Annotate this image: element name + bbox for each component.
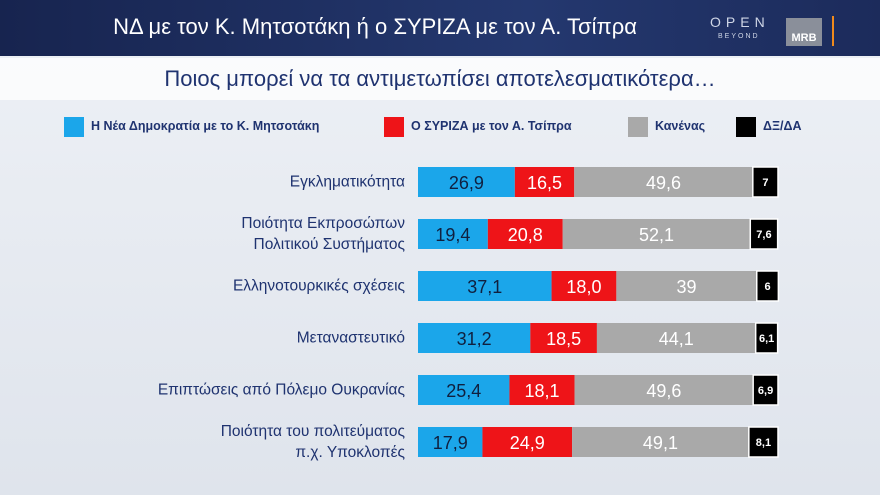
bar-segment [572,427,749,457]
value-label: 19,4 [435,225,470,245]
legend-swatch [64,117,84,137]
legend-label: Η Νέα Δημοκρατία με το Κ. Μητσοτάκη [91,119,320,133]
channel-tagline: BEYOND [718,33,760,40]
legend-label: Ο ΣΥΡΙΖΑ με τον Α. Τσίπρα [411,119,572,133]
bar-segment [596,323,756,353]
value-label: 8,1 [756,437,771,449]
value-label: 52,1 [639,225,674,245]
bar-segment [418,427,483,457]
bar-segment [551,271,617,301]
subtitle-band [0,58,880,100]
legend-label: ΔΞ/ΔΑ [763,119,802,133]
bar-segment [514,167,575,197]
value-label: 6 [764,281,770,293]
legend-label: Κανένας [655,119,706,133]
value-label: 20,8 [508,225,543,245]
value-label: 44,1 [659,329,694,349]
legend-swatch [628,117,648,137]
pollster-logo: MRB [786,18,822,46]
value-label: 6,9 [758,385,773,397]
value-label: 16,5 [527,173,562,193]
category-label: Ελληνοτουρκικές σχέσεις [232,277,405,295]
channel-logo: OPEN [710,14,770,30]
bar-segment [482,427,573,457]
bar-segment [574,375,754,405]
category-label: Μεταναστευτικό [296,329,405,347]
bar-segment [616,271,757,301]
value-label: 7 [762,177,768,189]
category-label: Εγκληματικότητα [289,173,405,191]
bar-segment [418,271,552,301]
subtitle: Ποιος μπορεί να τα αντιμετωπίσει αποτελε… [164,66,716,91]
logo-divider [832,16,834,46]
bar-segment [530,323,597,353]
value-label: 39 [677,277,697,297]
bar-segment [749,218,779,250]
title: ΝΔ με τον Κ. Μητσοτάκη ή ο ΣΥΡΙΖΑ με τον… [113,14,637,39]
bar-segment [418,323,531,353]
category-label: Ποιότητα Εκπροσώπων Πολιτικού Συστήματος [241,215,405,253]
value-label: 49,6 [646,173,681,193]
value-label: 18,1 [524,381,559,401]
category-label: Επιπτώσεις από Πόλεμο Ουκρανίας [157,381,405,399]
value-label: 49,6 [646,381,681,401]
bar-segment [754,322,779,354]
value-label: 17,9 [433,433,468,453]
bar-segment [752,166,779,198]
legend-swatch [736,117,756,137]
value-label: 49,1 [643,433,678,453]
bar-segment [418,219,488,249]
value-label: 24,9 [510,433,545,453]
category-label: Ποιότητα του πολιτεύματος π.χ. Υποκλοπές [220,423,405,461]
bar-segment [752,374,779,406]
bar-segment [756,270,780,302]
bar-segment [418,167,515,197]
bar-segment [418,375,510,405]
bar-segment [487,219,563,249]
value-label: 18,5 [546,329,581,349]
header-bar [0,0,880,56]
bar-segment [509,375,575,405]
bar-segment [562,219,751,249]
value-label: 26,9 [449,173,484,193]
bar-segment [748,426,779,458]
value-label: 18,0 [566,277,601,297]
value-label: 37,1 [467,277,502,297]
value-label: 25,4 [446,381,481,401]
legend-swatch [384,117,404,137]
value-label: 6,1 [759,333,774,345]
value-label: 7,6 [756,229,771,241]
bar-segment [574,167,753,197]
value-label: 31,2 [457,329,492,349]
